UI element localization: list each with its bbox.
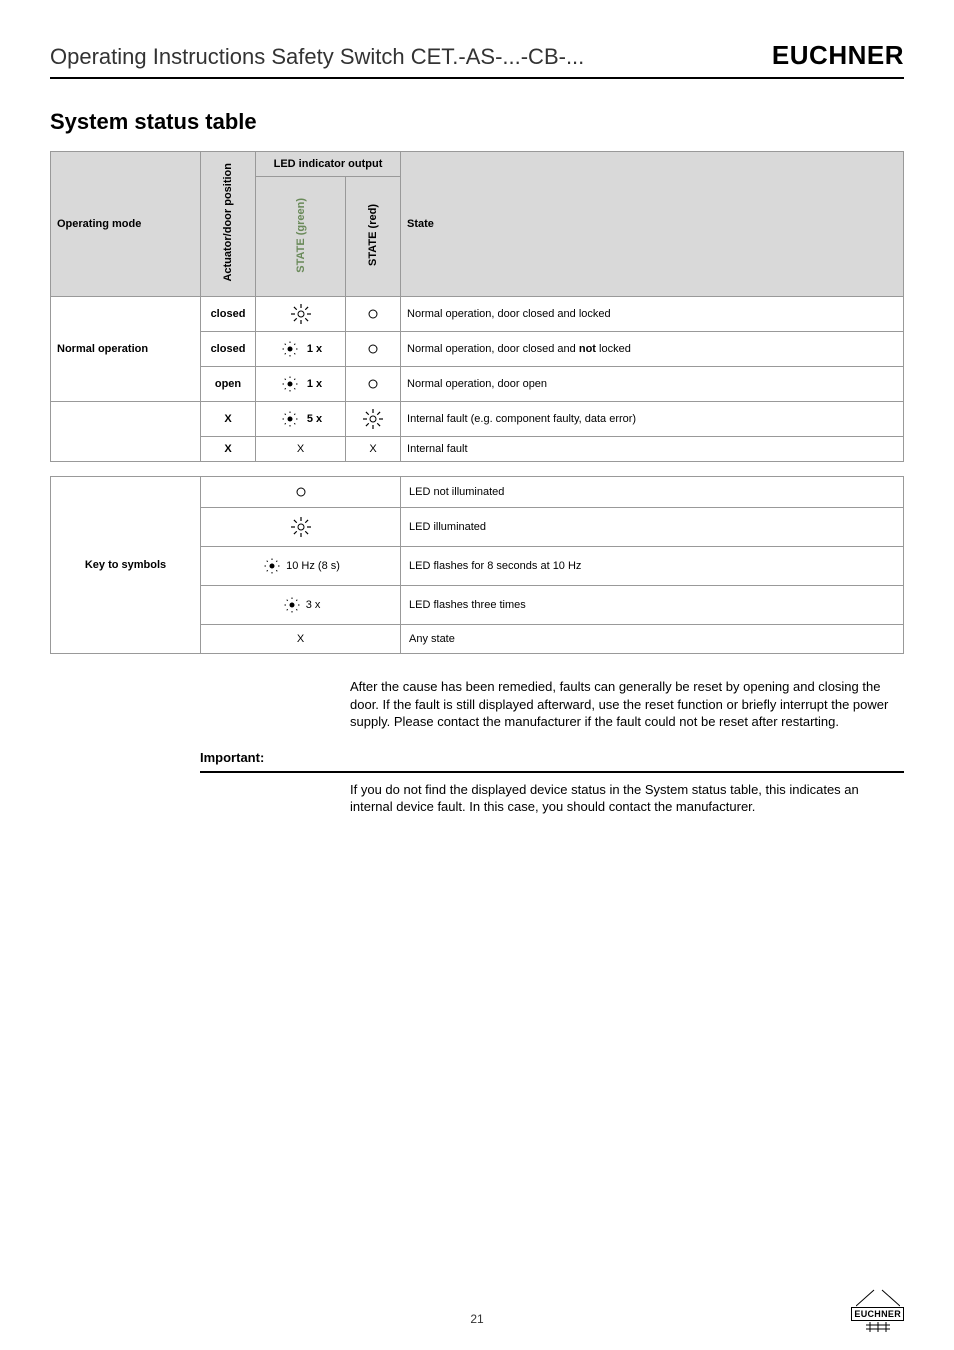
table-row: Normal operationclosedNormal operation, … [51, 297, 904, 332]
key-symbol-text: X [297, 633, 304, 645]
col-header-position-label: Actuator/door position [222, 163, 234, 282]
key-table-body: Key to symbolsLED not illuminatedLED ill… [51, 477, 904, 654]
col-header-state-green-label: STATE (green) [295, 198, 307, 273]
key-symbol-text: 10 Hz (8 s) [286, 560, 340, 572]
state-red-cell: X [346, 437, 401, 462]
section-title: System status table [50, 109, 904, 135]
col-header-mode: Operating mode [51, 152, 201, 297]
key-description-cell: LED illuminated [401, 508, 904, 547]
key-to-symbols-table: Key to symbolsLED not illuminatedLED ill… [50, 476, 904, 654]
reset-instructions: After the cause has been remedied, fault… [350, 678, 904, 731]
led-icon [279, 338, 301, 360]
mode-cell-empty [51, 402, 201, 462]
state-description-cell: Internal fault (e.g. component faulty, d… [401, 402, 904, 437]
col-header-state: State [401, 152, 904, 297]
key-symbol-cell: 3 x [201, 586, 401, 625]
state-description-cell: Normal operation, door closed and locked [401, 297, 904, 332]
led-icon [366, 343, 380, 355]
corner-logo: EUCHNER [851, 1289, 904, 1332]
led-icon [281, 599, 303, 611]
led-icon [366, 308, 380, 320]
key-symbol-cell: 10 Hz (8 s) [201, 547, 401, 586]
key-description-cell: LED not illuminated [401, 477, 904, 508]
col-header-state-green: STATE (green) [256, 177, 346, 297]
state-red-cell [346, 297, 401, 332]
col-header-state-red-label: STATE (red) [367, 204, 379, 266]
state-green-cell: X [256, 437, 346, 462]
state-red-cell [346, 367, 401, 402]
position-cell: closed [201, 297, 256, 332]
state-description-cell: Normal operation, door closed and not lo… [401, 332, 904, 367]
key-label-cell: Key to symbols [51, 477, 201, 654]
state-green-cell [256, 297, 346, 332]
doc-title: Operating Instructions Safety Switch CET… [50, 44, 584, 70]
key-description-cell: Any state [401, 625, 904, 654]
page-header: Operating Instructions Safety Switch CET… [50, 40, 904, 79]
position-cell: X [201, 437, 256, 462]
led-icon [279, 408, 301, 430]
state-red-cell [346, 332, 401, 367]
page-number: 21 [0, 1312, 954, 1326]
led-icon [294, 486, 308, 498]
important-text: If you do not find the displayed device … [350, 781, 904, 816]
important-divider: Important: [200, 749, 904, 773]
key-description-cell: LED flashes for 8 seconds at 10 Hz [401, 547, 904, 586]
corner-logo-lines-icon [856, 1289, 900, 1307]
position-cell: X [201, 402, 256, 437]
state-green-cell: 1 x [256, 332, 346, 367]
state-red-cell [346, 402, 401, 437]
led-icon [279, 373, 301, 395]
led-icon [362, 413, 384, 425]
position-cell: open [201, 367, 256, 402]
blink-count: 1 x [307, 378, 322, 390]
mode-cell: Normal operation [51, 297, 201, 402]
led-icon [290, 521, 312, 533]
important-label: Important: [200, 750, 264, 765]
system-status-table: Operating mode Actuator/door position LE… [50, 151, 904, 462]
col-header-position: Actuator/door position [201, 152, 256, 297]
key-description-cell: LED flashes three times [401, 586, 904, 625]
key-symbol-cell [201, 477, 401, 508]
state-green-cell: 1 x [256, 367, 346, 402]
table-row: X 5 x Internal fault (e.g. component fault… [51, 402, 904, 437]
blink-count: 1 x [307, 343, 322, 355]
key-symbol-text: 3 x [306, 599, 321, 611]
corner-logo-text: EUCHNER [851, 1307, 904, 1321]
col-header-led-output: LED indicator output [256, 152, 401, 177]
state-description-cell: Internal fault [401, 437, 904, 462]
blink-count: 5 x [307, 413, 322, 425]
state-green-cell: 5 x [256, 402, 346, 437]
key-symbol-cell: X [201, 625, 401, 654]
led-icon [261, 560, 283, 572]
col-header-state-red: STATE (red) [346, 177, 401, 297]
led-icon [290, 303, 312, 325]
state-description-cell: Normal operation, door open [401, 367, 904, 402]
status-table-body: Normal operationclosed Normal operation, … [51, 297, 904, 462]
led-icon [366, 378, 380, 390]
position-cell: closed [201, 332, 256, 367]
key-symbol-cell [201, 508, 401, 547]
brand-logo: EUCHNER [772, 40, 904, 71]
corner-logo-grid-icon [856, 1322, 900, 1332]
table-row: Key to symbolsLED not illuminated [51, 477, 904, 508]
